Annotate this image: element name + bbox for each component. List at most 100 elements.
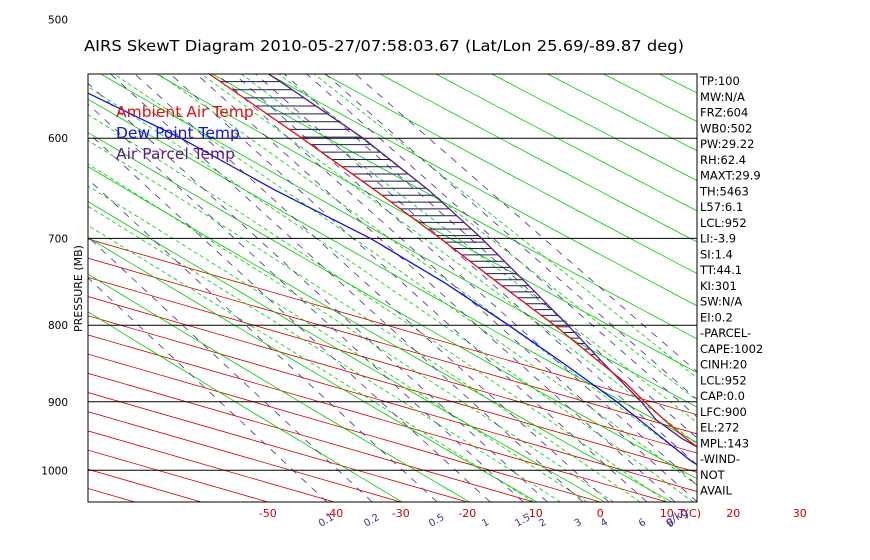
index-label: AVAIL [700,484,733,498]
isotherm-line [88,296,697,473]
dry-adiabat-line [602,74,697,123]
index-label: RH:62.4 [700,153,746,167]
mixing-ratio-tick-label: 0.2 [362,512,381,529]
index-label: LI:-3.9 [700,232,736,246]
dry-adiabat-line [490,74,697,182]
moist-adiabat-line [88,163,614,502]
moist-adiabat-line [157,74,697,466]
moist-adiabat-line [88,114,668,502]
mixing-ratio-tick-label: 2 [537,517,548,530]
index-label: MW:N/A [700,90,745,104]
bottom-temp-ticks: -50 -40 -30 -20 -10 0 10 20 30 [259,507,807,520]
y-axis-label: PRESSURE (MB) [72,245,85,332]
mixing-ratio-line [110,74,584,502]
legend-ambient-air-temp: Ambient Air Temp [116,103,254,121]
index-label: WB0:502 [700,121,752,135]
index-label: MPL:143 [700,436,749,450]
dry-adiabat-line [88,98,697,443]
dry-adiabat-line [99,74,697,408]
mixing-ratio-tick-label: 0.5 [427,512,446,529]
isotherm-line [88,276,697,454]
pressure-tick-label: 700 [48,233,68,245]
index-label: PW:29.22 [700,137,754,151]
index-label: LCL:952 [700,216,747,230]
isotherm-line [88,315,697,492]
mixing-ratio-tick-label: 8 [665,517,676,530]
index-label: SI:1.4 [700,247,733,261]
bottom-temp-tick-label: 0 [597,507,604,520]
pressure-tick-label: 800 [48,320,68,332]
index-label: EI:0.2 [700,310,733,324]
index-label: TT:44.1 [699,263,742,277]
dry-adiabat-line [211,74,697,340]
bottom-temp-tick-label: 10 [660,507,674,520]
index-label: MAXT:29.9 [700,169,761,183]
mixing-ratio-line [306,74,697,418]
bottom-temp-unit: T(C) [677,507,701,520]
index-label: L57:6.1 [700,200,743,214]
plot-frame [87,73,698,503]
dry-adiabat-line [88,132,697,480]
index-label: EL:272 [700,421,740,435]
isotherm-line [88,257,697,435]
dry-adiabat-line [546,74,697,152]
bottom-temp-tick-label: -20 [458,507,476,520]
ambient-temp-line [208,74,697,448]
mixing-ratio-line [195,74,676,502]
moist-adiabat-line [200,74,697,445]
bottom-temp-tick-label: -30 [392,507,410,520]
pressure-tick-label: 1000 [41,465,68,477]
dry-adiabat-line [379,74,697,243]
profile-lines [88,74,697,466]
mixing-ratio-line [134,74,610,502]
index-label: CINH:20 [700,358,747,372]
moist-adiabat-line [113,74,697,486]
mixing-ratio-tick-label: 6 [637,517,648,530]
pressure-tick-label: 500 [48,15,68,27]
isotherm-line [0,74,2,502]
moist-adiabat-line [88,185,588,502]
bottom-temp-tick-label: 30 [793,507,807,520]
isotherm-line [88,392,468,502]
mixing-ratio-ticks: 0.1 0.2 0.5 1 1.5 2 3 4 6 8 [317,512,676,529]
bottom-temp-tick-label: -10 [525,507,543,520]
isotherm-line [88,353,601,502]
dry-adiabat-line [323,74,697,275]
index-label: -WIND- [700,452,740,466]
dry-adiabat-line [435,74,697,212]
pressure-ticks: 1002003004005006007008009001000 [41,15,68,478]
index-label: TP:100 [699,74,740,88]
legend-air-parcel-temp: Air Parcel Temp [116,145,235,163]
isotherm-line [88,411,401,502]
pressure-tick-label: 900 [48,397,68,409]
index-label: TH:5463 [699,184,749,198]
cape-hatching [220,81,611,372]
moist-adiabat-line [88,86,694,502]
dry-adiabat-line [88,311,403,502]
bottom-temp-tick-label: -50 [259,507,277,520]
bottom-temp-tick-label: 20 [726,507,740,520]
dew-point-line [88,92,697,466]
legend-dew-point-temp: Dew Point Temp [116,124,240,142]
index-label: SW:N/A [700,295,742,309]
chart-title: AIRS SkewT Diagram 2010-05-27/07:58:03.6… [84,37,684,55]
bottom-temp-tick-label: -40 [325,507,343,520]
dry-adiabat-line [88,236,538,502]
grid-layer [0,74,697,502]
legend: Ambient Air Temp Dew Point Temp Air Parc… [116,103,254,163]
mixing-ratio-tick-label: 3 [573,517,584,530]
dry-adiabat-line [267,74,697,307]
index-label: CAP:0.0 [700,389,745,403]
mixing-ratio-line [216,74,697,502]
mixing-ratio-line [88,82,548,502]
pressure-tick-label: 600 [48,133,68,145]
index-label: FRZ:604 [700,106,748,120]
index-label: -PARCEL- [700,326,751,340]
index-label: CAPE:1002 [700,342,763,356]
index-label: LCL:952 [700,373,747,387]
index-label: KI:301 [700,279,737,293]
dry-adiabat-line [155,74,697,374]
mixing-ratio-line [283,74,697,439]
